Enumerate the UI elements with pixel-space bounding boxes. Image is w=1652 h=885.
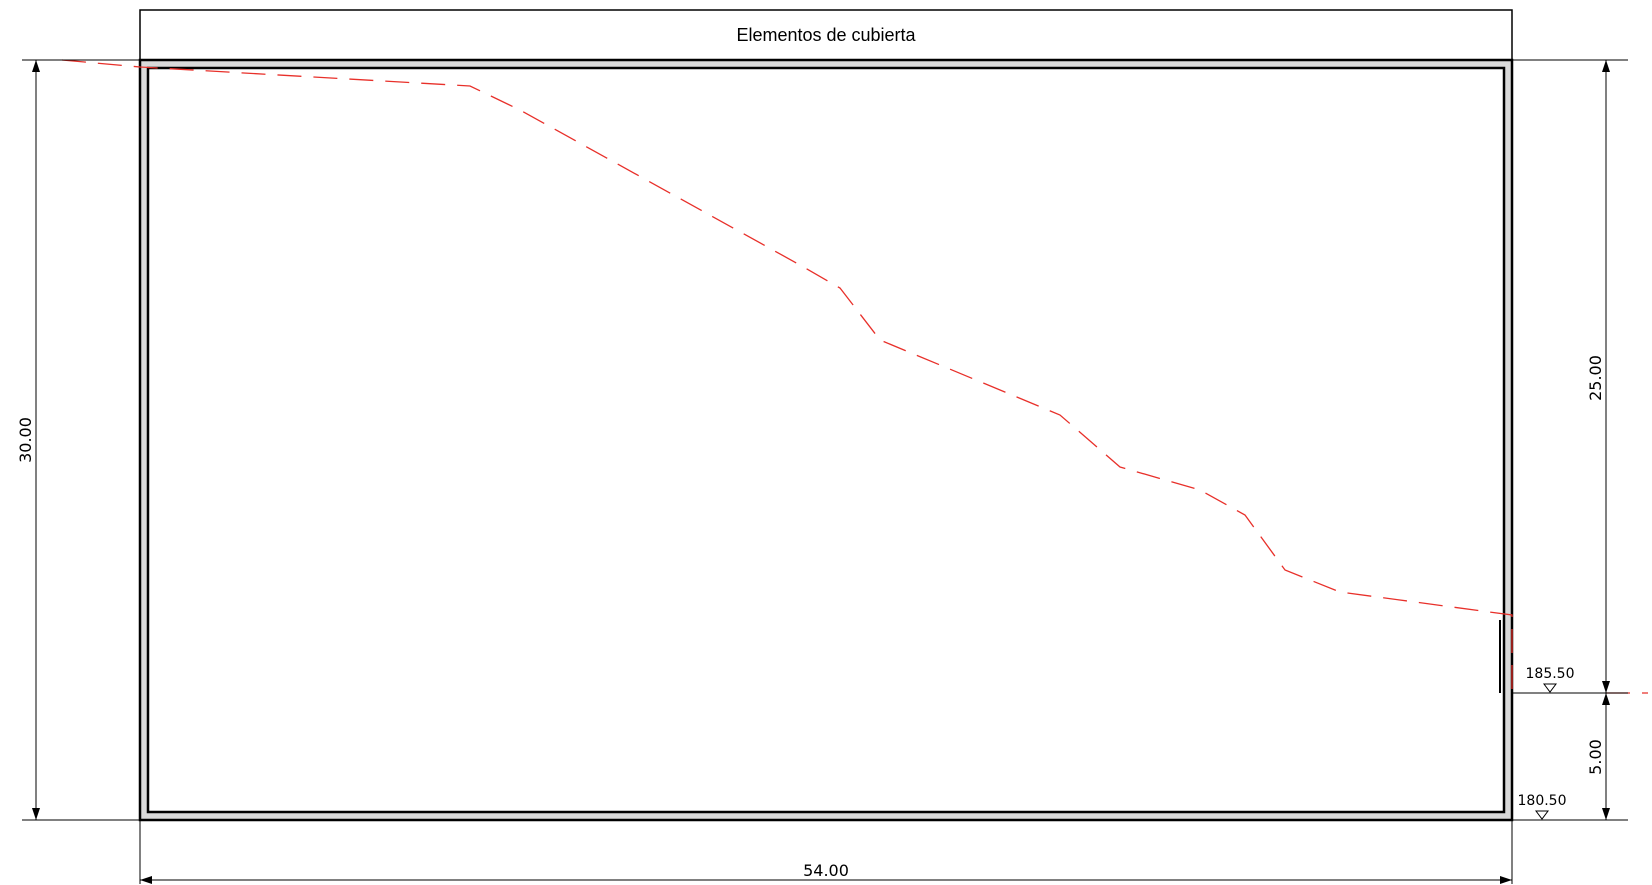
level-upper-label: 185.50 bbox=[1526, 666, 1575, 682]
title-band: Elementos de cubierta bbox=[139, 9, 1513, 61]
terrain-profile-line bbox=[61, 59, 1513, 690]
left-height-label: 30.00 bbox=[16, 417, 35, 463]
right-lower-height-label: 5.00 bbox=[1586, 739, 1605, 775]
right-height-dimensions: 25.00 5.00 bbox=[1512, 59, 1628, 821]
section-outline bbox=[138, 58, 1514, 822]
bottom-width-label: 54.00 bbox=[803, 861, 849, 880]
level-lower-triangle-icon bbox=[1535, 810, 1549, 820]
level-marker-lower: 180.50 bbox=[1518, 793, 1567, 820]
left-height-dimension: 30.00 bbox=[16, 59, 140, 821]
level-marker-upper: 185.50 bbox=[1526, 666, 1575, 693]
bottom-width-dimension: 54.00 bbox=[139, 820, 1513, 884]
level-lower-label: 180.50 bbox=[1518, 793, 1567, 809]
right-upper-height-label: 25.00 bbox=[1586, 355, 1605, 401]
level-upper-triangle-icon bbox=[1543, 683, 1557, 693]
drawing-title: Elementos de cubierta bbox=[736, 25, 916, 45]
